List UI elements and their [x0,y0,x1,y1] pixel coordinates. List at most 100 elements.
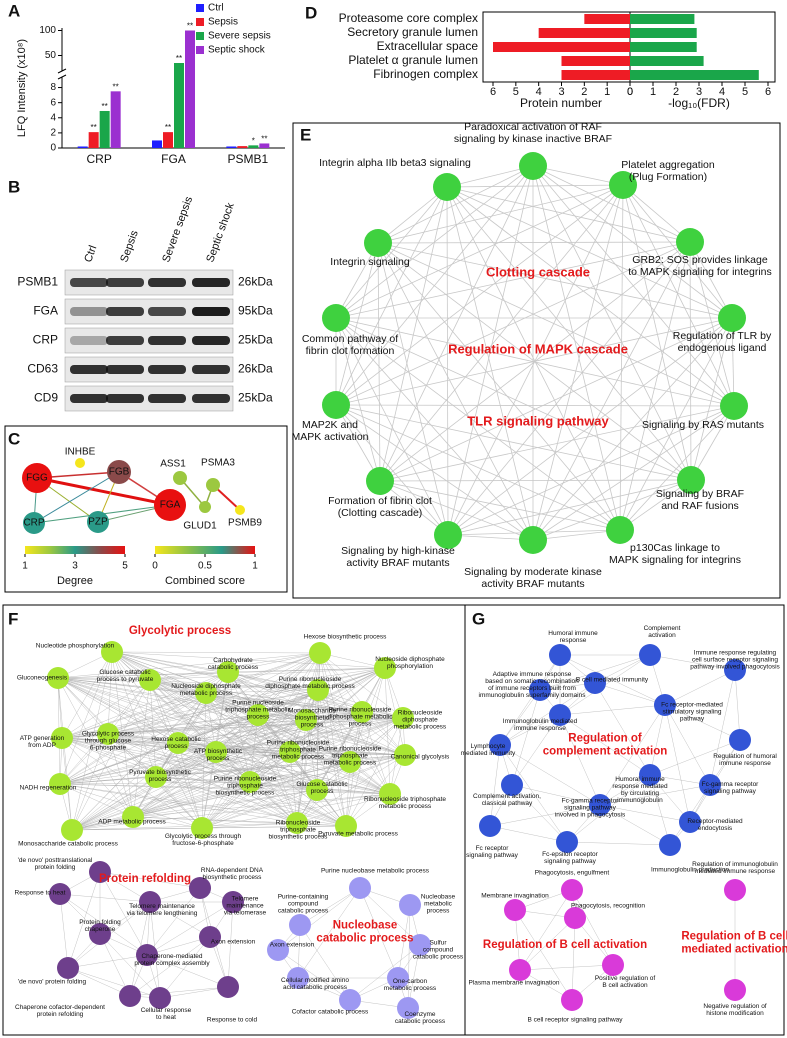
node-label: based on somatic recombination [485,678,579,685]
x-axis-title: Protein number [520,96,602,110]
lane-label: Ctrl [82,244,99,264]
network-edge [446,186,735,407]
node-label: Positive regulation of [595,975,656,982]
network-edge [132,751,291,818]
network-edge [532,479,692,541]
network-node [392,707,414,729]
network-edge [305,667,386,721]
network-edge [499,744,601,806]
node-label: of immune receptors built from [488,685,576,692]
network-edge [249,761,351,783]
blot-band [148,307,186,316]
network-node [489,734,511,756]
network-edge [489,804,601,827]
node-label: diphosphate metabolic [327,714,393,721]
network-edge [149,679,291,753]
node-label: process [165,743,189,750]
network-edge [99,871,148,956]
network-node [307,679,329,701]
network-edge [67,967,161,999]
legend-swatch [196,4,204,12]
network-edge [690,317,733,481]
network-edge [379,317,733,482]
network-edge [377,242,534,541]
node-label: Glycolytic process [82,731,135,738]
network-edge [59,692,207,785]
network-edge [335,317,449,536]
network-edge [446,184,624,188]
node-label: 'de novo' posttranslational [18,857,93,864]
node-label: process [427,908,451,915]
network-edge [249,754,406,783]
network-node [122,806,144,828]
network-edge [566,841,671,846]
network-node [589,794,611,816]
network-edge [599,704,666,806]
node-label: Carbohydrate [213,657,253,664]
node-label: pathway involved phagocytosis [690,664,780,671]
network-edge [335,242,379,319]
network-edge [57,677,207,694]
network-node [339,989,361,1011]
node-label: Ribonucleoside [398,710,443,717]
node-label: immune response [514,725,566,732]
node-label: Glycolytic process through [165,833,242,840]
network-edge [155,776,298,824]
network-edge [619,184,624,531]
colorbar-tick-label: 0 [152,561,158,572]
network-edge [215,667,386,753]
x-tick-label: 2 [673,86,679,98]
network-node [279,741,301,763]
network-edge [107,733,251,783]
bar [561,70,630,80]
network-edge [67,967,131,997]
bar [630,70,759,80]
network-edge [446,186,691,243]
network-edge [59,893,69,969]
network-edge [377,184,624,244]
network-node [479,815,501,837]
network-edge [177,742,203,829]
network-edge [111,651,319,691]
network-node [49,773,71,795]
network-node [87,511,109,533]
protein-label: CRP [33,333,58,347]
network-edge [335,241,691,319]
network-edge [335,186,448,319]
significance-label: ** [102,102,108,111]
network-node [199,926,221,948]
network-edge [71,776,157,831]
node-label: metabolic process [324,760,377,767]
network-edge [379,165,534,482]
network-edge [519,964,614,971]
kda-label: 26kDa [238,362,273,376]
network-edge [71,719,307,831]
network-node [22,463,52,493]
network-edge [205,692,391,795]
network-node [387,967,409,989]
network-node [222,891,244,913]
network-edge [205,652,321,694]
network-edge [149,679,179,744]
network-node [61,819,83,841]
node-label: Complement activation, [473,793,541,800]
network-edge [132,781,251,818]
panel-g-frame [464,604,785,1036]
node-label: Nucleoside diphosphate [171,683,241,690]
network-edge [532,529,621,541]
node-label: FGG [26,473,48,484]
node-label: protein complex assembly [134,960,210,967]
node-label: triphosphate [280,747,316,754]
network-edge [317,689,391,795]
x-tick-label: PSMB1 [227,152,268,166]
network-edge [731,317,735,407]
legend-label: Septic shock [208,45,266,56]
network-edge [201,793,391,829]
network-edge [379,479,692,482]
legend-swatch [196,32,204,40]
node-label: process [301,722,325,729]
network-node [399,894,421,916]
network-edge [335,404,621,531]
network-edge [689,241,692,481]
node-label: response mediated [612,783,668,790]
